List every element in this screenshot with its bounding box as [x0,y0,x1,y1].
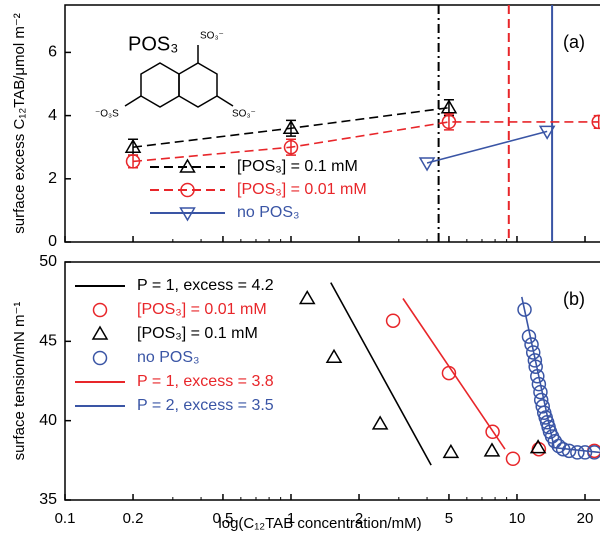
marker [385,313,401,328]
legend-marker [179,207,196,222]
y-axis-label: surface excess C₁₂TAB/μmol m⁻² [11,13,28,234]
legend-marker [92,302,108,318]
plot-frame [64,261,600,501]
molecule-group: SO₃⁻ [232,109,256,120]
y-tick-label: 6 [48,44,57,61]
marker [524,337,539,352]
marker [525,345,541,360]
legend-label: [POS₃] = 0.01 mM [237,181,367,198]
x-tick-label: 2 [355,510,363,527]
molecule [124,45,234,108]
panel-label: (a) [563,32,585,52]
x-tick-label: 10 [509,510,526,527]
marker [485,424,500,440]
ring [140,62,180,108]
marker [577,445,593,460]
error-bar [443,113,454,131]
x-tick-label: 0.1 [55,510,76,527]
legend-marker [180,182,195,198]
molecule-group: ⁻O₃S [95,109,119,120]
y-tick-label: 4 [48,107,57,124]
series-line [426,130,548,164]
marker [587,445,600,460]
marker [517,302,532,317]
legend-label: P = 1, excess = 3.8 [137,373,274,390]
marker [529,439,547,454]
marker [538,125,556,140]
legend-label: P = 1, excess = 4.2 [137,277,274,294]
series-line [330,282,432,466]
marker [440,99,458,114]
marker [282,119,300,134]
panel-label: (b) [563,289,585,309]
legend-label: no POS₃ [237,204,300,221]
marker [570,445,585,460]
marker [441,114,457,130]
series-line [402,298,506,450]
bond [124,95,142,107]
molecule-group: SO₃⁻ [200,31,224,42]
marker [483,442,501,457]
x-tick-label: 0.5 [213,510,234,527]
marker [371,415,389,430]
series-line [520,296,600,454]
marker [283,139,299,155]
x-tick-label: 0.2 [123,510,144,527]
ring [178,62,218,108]
x-axis-label: log(C₁₂TAB concentration/mM) [218,515,421,532]
marker [527,353,543,368]
series-line [132,121,599,163]
legend-label: no POS₃ [137,349,200,366]
plot-frame [64,4,600,243]
legend-label: P = 2, excess = 3.5 [137,397,274,414]
bond [216,95,234,107]
marker [124,138,142,153]
marker [298,290,316,305]
y-tick-label: 0 [48,233,57,250]
y-tick-label: 45 [39,333,57,350]
marker [505,451,521,466]
marker [561,443,577,459]
legend-label: [POS₃] = 0.01 mM [137,301,267,318]
y-tick-label: 35 [39,491,57,508]
x-tick-label: 5 [445,510,453,527]
legend-label: [POS₃] = 0.1 mM [137,325,258,342]
marker [442,443,460,459]
y-axis-label: surface tension/mN m⁻¹ [11,302,28,461]
x-tick-label: 1 [287,510,295,527]
legend-marker [91,325,109,340]
legend-label: [POS₃] = 0.1 mM [237,158,358,175]
error-bar [285,138,296,156]
marker [325,348,343,363]
legend-marker [179,158,196,173]
x-tick-label: 20 [577,510,594,527]
marker [591,114,600,130]
y-tick-label: 50 [39,253,57,270]
marker [535,399,550,414]
marker [125,154,141,169]
molecule-name: POS₃ [128,33,178,55]
y-tick-label: 40 [39,412,57,429]
marker [418,157,436,172]
legend-marker [92,350,108,366]
y-tick-label: 2 [48,170,57,187]
